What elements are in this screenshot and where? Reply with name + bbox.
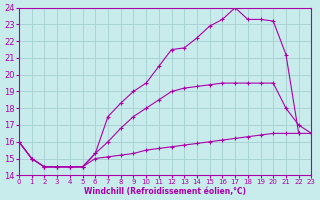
- X-axis label: Windchill (Refroidissement éolien,°C): Windchill (Refroidissement éolien,°C): [84, 187, 246, 196]
